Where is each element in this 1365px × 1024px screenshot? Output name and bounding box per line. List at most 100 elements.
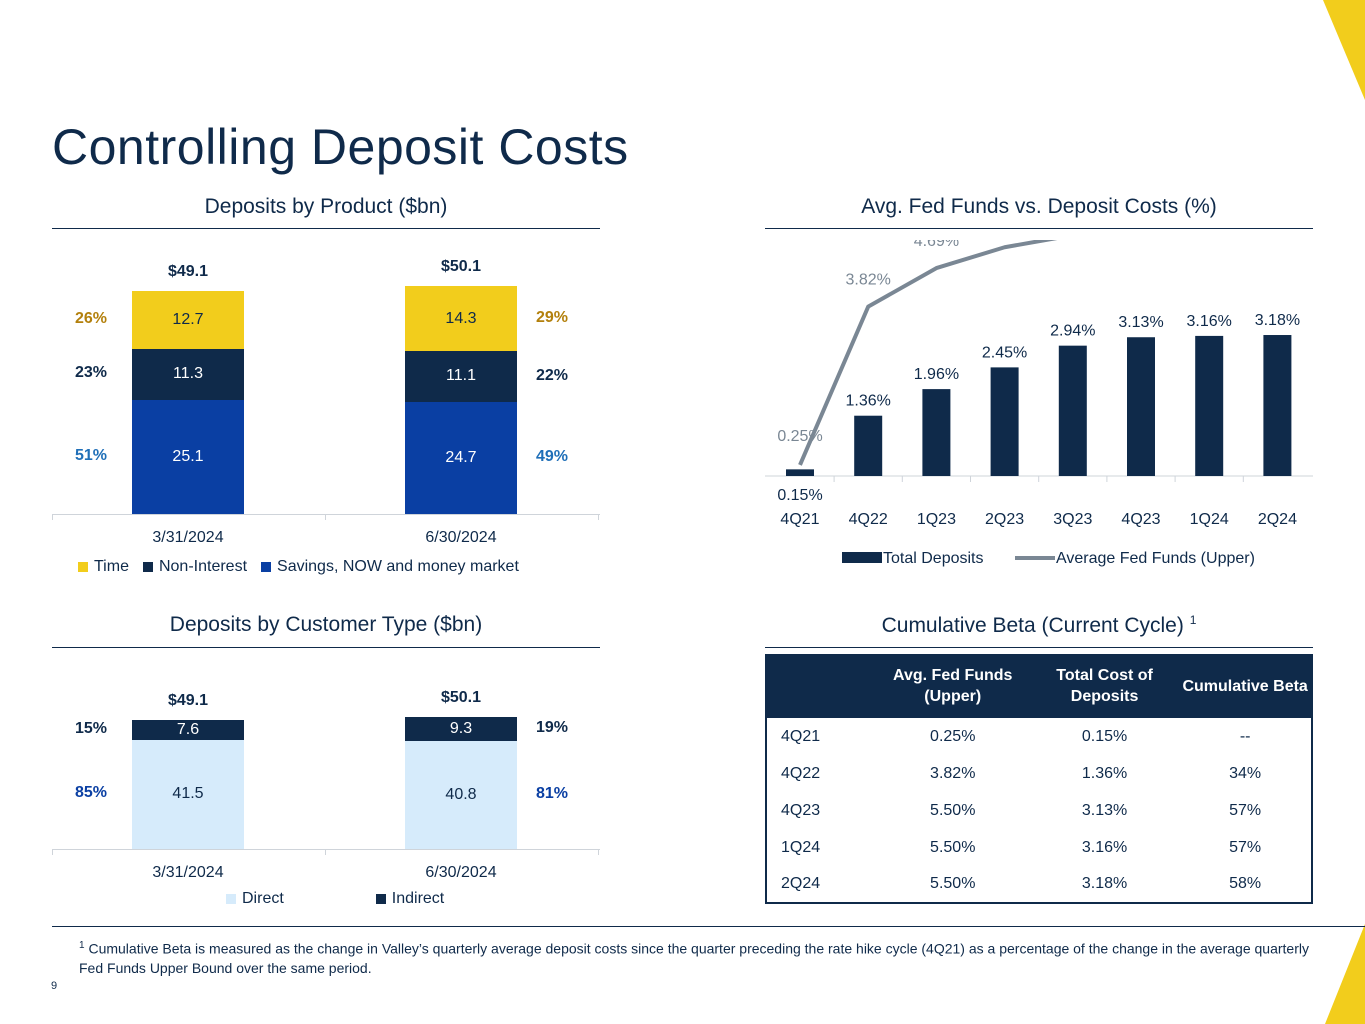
fedfunds-chart-title: Avg. Fed Funds vs. Deposit Costs (%)	[861, 195, 1217, 218]
category-label-4: 3Q23	[1053, 511, 1092, 528]
bar-data-label-5: 3.13%	[1118, 314, 1163, 331]
table-row: 1Q24 5.50% 3.16% 57%	[766, 829, 1312, 866]
beta-table-title-footnote-mark: 1	[1189, 613, 1197, 627]
bar-data-label-6: 3.16%	[1187, 313, 1232, 330]
bar-savings-now-and-money-market-1: 24.7	[405, 401, 517, 514]
table-row: 2Q24 5.50% 3.18% 58%	[766, 866, 1312, 903]
bar-non-interest-0: 11.3	[132, 348, 244, 400]
pct-label-1-0: 23%	[75, 364, 108, 382]
customer-chart-title: Deposits by Customer Type ($bn)	[169, 613, 483, 636]
x-axis	[52, 849, 600, 850]
beta-col-header-2: Total Cost of Deposits	[1029, 655, 1180, 718]
bar-data-label-7: 3.18%	[1255, 312, 1300, 329]
legend-label-0: Direct	[242, 890, 284, 907]
legend-swatch-1	[142, 562, 153, 572]
category-label-0: 3/31/2024	[152, 529, 224, 546]
beta-col-header-0	[766, 655, 876, 718]
legend-label-1: Average Fed Funds (Upper)	[1056, 550, 1255, 567]
page-number: 9	[51, 980, 58, 992]
beta-table-header-row: Avg. Fed Funds (Upper) Total Cost of Dep…	[766, 655, 1312, 718]
pct-label-1-0: 15%	[75, 719, 108, 737]
legend-label-2: Savings, NOW and money market	[277, 558, 519, 575]
customer-chart-rule	[52, 647, 600, 648]
legend-item-0: Time	[78, 558, 129, 576]
table-cell-0-2: 0.15%	[1081, 727, 1128, 745]
pct-label-0-0: 85%	[75, 784, 108, 802]
legend-item-1: Non-Interest	[142, 558, 248, 576]
product-chart-title: Deposits by Product ($bn)	[204, 195, 448, 218]
legend-swatch-1	[375, 894, 386, 904]
footnote: 1 Cumulative Beta is measured as the cha…	[79, 936, 1309, 978]
table-row: 4Q21 0.25% 0.15% --	[766, 718, 1312, 755]
pct-label-1-1: 19%	[536, 719, 569, 737]
bar-direct-1: 40.8	[405, 741, 517, 849]
total-label-1: $50.1	[440, 688, 482, 706]
pct-label-0-1: 81%	[536, 785, 569, 803]
table-cell-4-0: 2Q24	[781, 875, 821, 892]
footer-rule	[52, 926, 1365, 927]
total-label-1: $50.1	[440, 258, 482, 276]
beta-table-body: 4Q21 0.25% 0.15% -- 4Q22 3.82% 1.36% 34% 4Q23 5.5…	[766, 718, 1312, 903]
table-cell-1-1: 3.82%	[930, 764, 976, 782]
line-data-label-2: 4.69%	[914, 240, 959, 250]
bar-data-label-3: 2.45%	[982, 344, 1027, 361]
x-axis-tick-0	[52, 514, 53, 520]
line-data-label-0: 0.25%	[777, 428, 822, 445]
category-label-6: 1Q24	[1190, 511, 1229, 528]
table-cell-0-0: 4Q21	[781, 727, 821, 745]
bar-total-deposits-3	[990, 367, 1019, 476]
table-cell-0-1: 0.25%	[930, 727, 976, 745]
bar-data-label-1: 1.36%	[846, 393, 891, 410]
bar-time-0: 12.7	[132, 290, 244, 349]
x-axis-tick-1	[325, 849, 326, 855]
legend-item-0: Direct	[226, 890, 284, 908]
table-row: 4Q22 3.82% 1.36% 34%	[766, 755, 1312, 792]
bar-time-1: 14.3	[405, 286, 517, 352]
fedfunds-chart-rule	[765, 228, 1313, 229]
table-cell-2-0: 4Q23	[781, 801, 821, 819]
legend-swatch-2	[261, 562, 272, 572]
legend-label-0: Total Deposits	[883, 550, 984, 567]
fedfunds-chart: 0.15% 4Q21 1.36% 4Q22 1.96% 1Q23 2.45% 2Q23 2.94…	[765, 240, 1313, 567]
footnote-mark: 1	[79, 940, 85, 951]
table-row: 4Q23 5.50% 3.13% 57%	[766, 792, 1312, 829]
bar-savings-now-and-money-market-0: 25.1	[132, 399, 244, 514]
table-cell-4-2: 3.18%	[1081, 875, 1128, 892]
bar-data-label-4: 2.94%	[1050, 323, 1095, 340]
table-cell-3-3: 57%	[1229, 838, 1262, 856]
pct-label-2-0: 26%	[75, 309, 108, 327]
bar-total-deposits-5	[1127, 337, 1155, 476]
table-cell-2-2: 3.13%	[1081, 801, 1128, 819]
legend: Time Non-Interest Savings, NOW and money m…	[78, 558, 533, 576]
bar-direct-0: 41.5	[132, 739, 244, 849]
category-label-1: 6/30/2024	[425, 529, 497, 546]
pct-label-1-1: 22%	[536, 366, 569, 384]
legend-swatch-0	[226, 894, 236, 904]
bar-indirect-1: 9.3	[405, 716, 517, 742]
table-cell-2-3: 57%	[1229, 801, 1262, 819]
legend-label-0: Time	[94, 558, 129, 575]
legend-item-1: Indirect	[375, 890, 444, 908]
category-label-1: 4Q22	[849, 511, 888, 528]
category-label-0: 4Q21	[780, 511, 819, 528]
bar-data-label-2: 1.96%	[914, 366, 959, 383]
table-cell-3-0: 1Q24	[781, 838, 821, 856]
total-label-0: $49.1	[167, 691, 209, 709]
legend-swatch-0	[78, 562, 88, 572]
table-cell-4-1: 5.50%	[930, 875, 976, 892]
category-label-7: 2Q24	[1258, 511, 1297, 528]
table-cell-1-2: 1.36%	[1081, 764, 1128, 782]
line-data-label-1: 3.82%	[846, 272, 891, 289]
product-chart-rule	[52, 228, 600, 229]
bar-total-deposits-6	[1195, 335, 1224, 476]
pct-label-0-0: 51%	[75, 446, 108, 464]
footnote-text: Cumulative Beta is measured as the chang…	[79, 940, 1309, 976]
pct-label-0-1: 49%	[536, 447, 569, 465]
table-cell-0-3: --	[1239, 727, 1251, 745]
legend-label-1: Non-Interest	[158, 558, 248, 575]
legend-item-2: Savings, NOW and money market	[261, 558, 519, 576]
table-cell-4-3: 58%	[1229, 875, 1262, 892]
bar-data-label-0: 0.15%	[777, 487, 822, 504]
bar-total-deposits-1	[854, 415, 883, 476]
beta-table: Avg. Fed Funds (Upper) Total Cost of Dep…	[765, 654, 1313, 904]
